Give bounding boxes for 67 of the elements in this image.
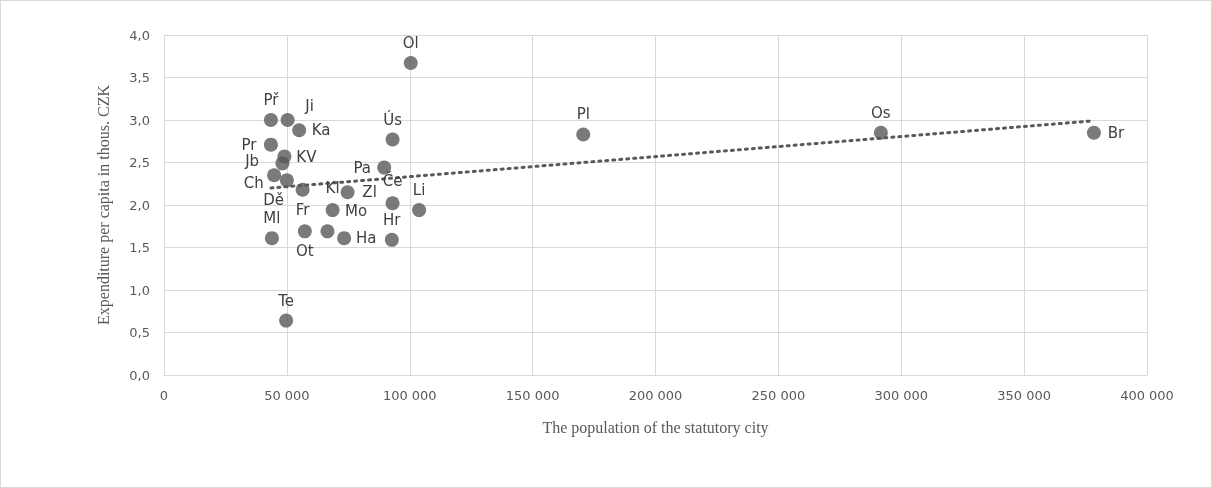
point (263, 137, 278, 152)
point (873, 125, 888, 140)
x-tick-label: 0 (159, 388, 169, 403)
annotation: Li (412, 181, 426, 200)
annotation: Pl (576, 105, 590, 124)
y-axis-title: Expenditure per capita in thous. CZK (94, 84, 113, 325)
annotation: Hr (383, 210, 402, 229)
y-tick-label: 2,5 (129, 155, 150, 170)
y-tick-label: 2,0 (129, 197, 150, 213)
y-tick-label: 0,0 (129, 367, 150, 383)
annotation: Mo (344, 202, 368, 221)
annotation: Ji (304, 97, 314, 115)
y-tick-label: 3,5 (129, 70, 150, 85)
annotation: Br (1107, 123, 1125, 142)
point (280, 113, 295, 127)
annotation: Zl (362, 183, 377, 202)
x-tick-label: 100 000 (382, 388, 437, 403)
x-tick-label: 200 000 (628, 388, 683, 403)
point (264, 231, 279, 246)
y-tick-label: 1,0 (129, 282, 150, 298)
point (320, 224, 335, 239)
x-tick-label: 250 000 (751, 388, 806, 403)
x-tick-label: 300 000 (874, 388, 929, 403)
annotation: Ml (263, 209, 281, 228)
point (279, 313, 294, 328)
point (340, 185, 355, 200)
annotation: Fr (295, 200, 311, 219)
annotation: Ús (383, 109, 403, 129)
annotation: Os (871, 103, 891, 122)
point (275, 156, 290, 171)
point (279, 173, 294, 188)
x-tick-label: 400 000 (1120, 388, 1174, 403)
point (297, 224, 312, 239)
annotation: Ha (355, 229, 377, 248)
point (403, 56, 418, 71)
annotation: Ka (311, 121, 331, 140)
y-tick-label: 0,5 (129, 325, 150, 340)
annotation: Pr (241, 135, 258, 154)
x-tick-label: 50 000 (264, 388, 310, 403)
point (325, 203, 340, 218)
point (412, 203, 427, 218)
annotation: Ol (402, 34, 419, 53)
annotation: Pa (353, 158, 371, 177)
point (385, 196, 400, 211)
point (385, 132, 400, 147)
annotation: Te (277, 291, 295, 310)
annotation: Ot (295, 242, 314, 261)
annotation: Dě (263, 191, 285, 210)
y-tick-label: 4,0 (129, 27, 150, 43)
annotation: Ch (243, 174, 264, 193)
point (292, 123, 307, 138)
x-axis-title: The population of the statutory city (542, 418, 769, 437)
point (576, 127, 591, 142)
point (337, 231, 352, 246)
point (267, 168, 282, 183)
annotation: KV (296, 147, 318, 166)
annotation: Jb (244, 152, 260, 171)
point (1086, 125, 1101, 140)
point (295, 182, 310, 197)
annotation: Př (263, 91, 280, 109)
x-tick-label: 150 000 (505, 388, 560, 403)
x-tick-label: 350 000 (997, 388, 1052, 403)
point (384, 232, 399, 247)
annotation: Kl (325, 179, 340, 198)
point (263, 113, 278, 127)
y-tick-label: 1,5 (129, 240, 150, 255)
y-tick-label: 3,0 (129, 112, 150, 128)
